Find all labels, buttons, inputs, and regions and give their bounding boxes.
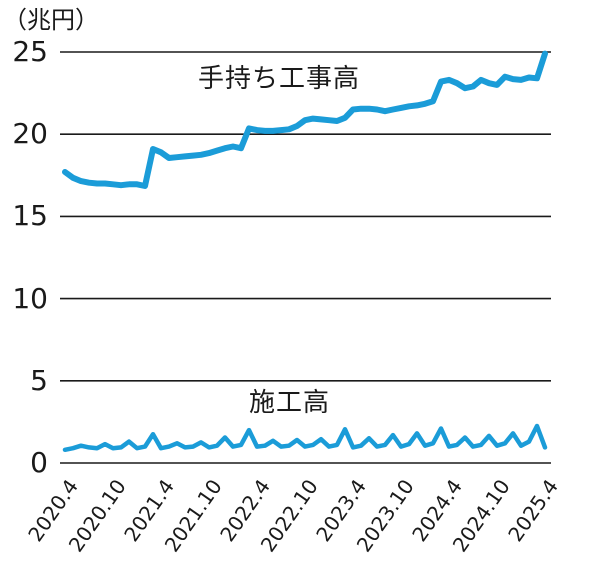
y-tick-label-0: 0 xyxy=(30,446,48,479)
y-tick-label-20: 20 xyxy=(12,117,48,150)
y-tick-label-10: 10 xyxy=(12,282,48,315)
y-tick-label-25: 25 xyxy=(12,35,48,68)
series-label-works: 施工高 xyxy=(249,388,331,418)
y-tick-label-15: 15 xyxy=(12,199,48,232)
y-tick-label-5: 5 xyxy=(30,364,48,397)
series-label-backlog: 手持ち工事高 xyxy=(198,64,361,94)
backlog-line xyxy=(62,50,548,189)
y-axis-unit-label: （兆円） xyxy=(3,6,99,34)
works-line xyxy=(62,423,548,453)
